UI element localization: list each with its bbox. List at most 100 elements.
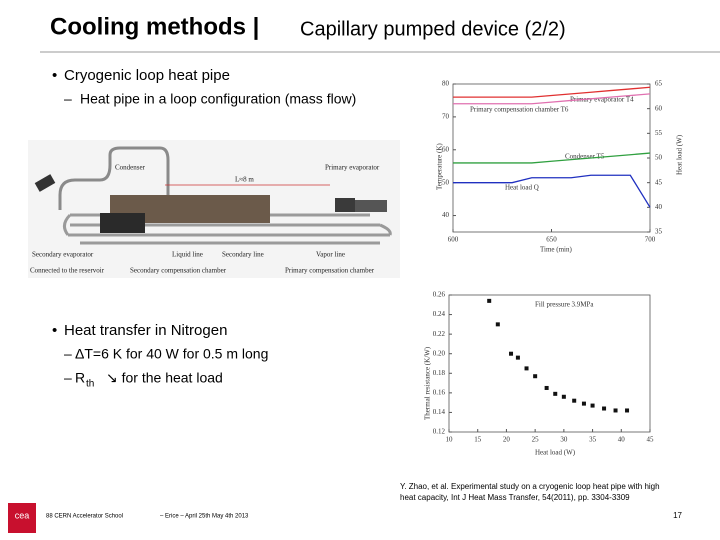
rth-suffix: ↘ for the heat load — [106, 370, 223, 386]
page-number: 17 — [673, 511, 682, 520]
plot-frame — [448, 294, 651, 433]
sub-bullet: ΔT=6 K for 40 W for 0.5 m long — [75, 346, 268, 362]
point — [625, 408, 630, 413]
resistance-figure: Fill pressure 3.9MPa Heat load (W) Therm… — [424, 291, 654, 457]
y-label: Thermal resistance (K/W) — [424, 346, 432, 420]
photo-label: Secondary evaporator — [32, 251, 94, 259]
point — [509, 351, 514, 356]
dash: – — [64, 370, 72, 386]
y2-tick-label: 50 — [655, 154, 663, 162]
dash: – — [64, 91, 72, 107]
y-tick-label: 0.16 — [433, 388, 446, 396]
primary-evaporator — [355, 200, 387, 212]
y2-tick-label: 45 — [655, 178, 663, 186]
x-tick-label: 10 — [446, 436, 454, 444]
rth-sub: th — [86, 379, 94, 390]
annotation: Condenser T5 — [565, 153, 605, 161]
reference: Y. Zhao, et al. Experimental study on a … — [400, 482, 660, 491]
y2-tick-label: 35 — [655, 228, 663, 236]
x-tick-label: 700 — [645, 236, 656, 244]
annotation: Primary compensation chamber T6 — [470, 106, 569, 114]
x-tick-label: 35 — [589, 436, 597, 444]
point — [581, 401, 586, 406]
y-tick-label: 0.12 — [433, 428, 446, 436]
y2-tick-label: 55 — [655, 129, 663, 137]
x-label: Time (min) — [540, 246, 572, 254]
temperature-figure: Primary evaporator T4 Primary compensati… — [436, 80, 684, 254]
y-tick-label: 0.20 — [433, 349, 446, 357]
point — [553, 391, 558, 396]
subtitle: Capillary pumped device (2/2) — [300, 18, 566, 40]
y2-tick-label: 40 — [655, 203, 663, 211]
series-line — [453, 93, 651, 105]
annotation: Primary evaporator T4 — [570, 96, 634, 104]
point — [515, 355, 520, 360]
y-tick-label: 0.24 — [433, 310, 446, 318]
y-tick-label: 70 — [442, 112, 450, 120]
x-tick-label: 25 — [532, 436, 540, 444]
bullet-dot: • — [52, 67, 57, 84]
point — [590, 403, 595, 408]
y2-label: Heat load (W) — [676, 134, 684, 175]
point — [487, 298, 492, 303]
y-tick-label: 0.26 — [433, 291, 446, 299]
photo-label: Connected to the reservoir — [30, 267, 105, 275]
annotation: Fill pressure 3.9MPa — [535, 301, 594, 309]
photo-label: Secondary line — [222, 251, 264, 259]
y-tick-label: 50 — [442, 178, 450, 186]
rth-prefix: R — [75, 370, 85, 386]
photo-label: Vapor line — [316, 251, 345, 259]
point — [524, 366, 529, 371]
y-tick-label: 40 — [442, 211, 450, 219]
footer-school: 88 CERN Accelerator School — [46, 514, 123, 520]
point — [544, 385, 549, 390]
photo: Condenser Primary evaporator L≈8 m Secon… — [28, 140, 400, 278]
series-line — [453, 174, 651, 208]
x-label: Heat load (W) — [535, 449, 576, 457]
series-line — [453, 86, 651, 98]
point — [613, 408, 618, 413]
connector — [34, 174, 56, 192]
x-tick-label: 30 — [560, 436, 568, 444]
y-label: Temperature (K) — [436, 143, 444, 190]
compensation-chamber — [335, 198, 355, 212]
y2-tick-label: 60 — [655, 104, 663, 112]
series-line — [453, 152, 651, 164]
y-tick-label: 0.22 — [433, 330, 446, 338]
x-tick-label: 40 — [618, 436, 626, 444]
point — [572, 398, 577, 403]
footer-event: – Erice – April 25th May 4th 2013 — [160, 514, 249, 520]
x-tick-label: 15 — [474, 436, 482, 444]
photo-label: Condenser — [115, 164, 146, 172]
bullet: Heat transfer in Nitrogen — [64, 322, 227, 339]
sub-bullet: Heat pipe in a loop configuration (mass … — [80, 91, 356, 107]
photo-label: L≈8 m — [235, 176, 254, 184]
bullet-dot: • — [52, 322, 57, 339]
point — [561, 394, 566, 399]
pipe — [63, 213, 392, 236]
reference: heat capacity, Int J Heat Mass Transfer,… — [400, 493, 630, 502]
x-tick-label: 20 — [503, 436, 511, 444]
photo-label: Secondary compensation chamber — [130, 267, 227, 275]
photo-label: Primary compensation chamber — [285, 267, 375, 275]
secondary-evaporator — [100, 213, 145, 233]
photo-label: Liquid line — [172, 251, 203, 259]
y2-tick-label: 65 — [655, 80, 663, 88]
y-tick-label: 60 — [442, 145, 450, 153]
logo: cea — [15, 510, 30, 520]
photo-label: Primary evaporator — [325, 164, 380, 172]
pipe — [58, 146, 170, 210]
title: Cooling methods | — [50, 13, 259, 40]
point — [495, 322, 500, 327]
bullet: Cryogenic loop heat pipe — [64, 67, 230, 84]
y-tick-label: 0.14 — [433, 408, 446, 416]
logo-box — [8, 503, 36, 533]
y-tick-label: 0.18 — [433, 369, 446, 377]
x-tick-label: 45 — [647, 436, 655, 444]
y-tick-label: 80 — [442, 80, 450, 88]
x-tick-label: 650 — [546, 236, 557, 244]
point — [602, 406, 607, 411]
point — [533, 374, 538, 379]
